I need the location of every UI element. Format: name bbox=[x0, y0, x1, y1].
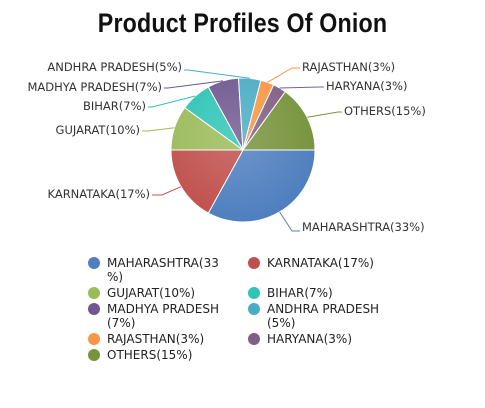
data-label-rajasthan: RAJASTHAN(3%) bbox=[302, 60, 395, 74]
leader-line-rajasthan bbox=[267, 67, 300, 83]
legend-marker bbox=[88, 257, 100, 269]
legend-item-others[interactable]: OTHERS(15%) bbox=[88, 348, 248, 362]
legend-label: ANDHRA PRADESH(5%) bbox=[267, 302, 380, 330]
legend-item-gujarat[interactable]: GUJARAT(10%) bbox=[88, 286, 248, 300]
legend-item-karnataka[interactable]: KARNATAKA(17%) bbox=[248, 256, 408, 284]
data-label-andhra-pradesh: ANDHRA PRADESH(5%) bbox=[47, 60, 182, 74]
legend-item-bihar[interactable]: BIHAR(7%) bbox=[248, 286, 408, 300]
leader-line-karnataka bbox=[152, 186, 182, 196]
data-label-bihar: BIHAR(7%) bbox=[83, 99, 146, 113]
data-label-madhya-pradesh: MADHYA PRADESH(7%) bbox=[27, 80, 162, 94]
leader-line-gujarat bbox=[142, 127, 175, 132]
leader-line-haryana bbox=[279, 86, 324, 89]
legend-label: BIHAR(7%) bbox=[267, 286, 333, 300]
legend-label: HARYANA(3%) bbox=[267, 332, 352, 346]
legend-label: KARNATAKA(17%) bbox=[267, 256, 374, 270]
legend-marker bbox=[248, 257, 260, 269]
legend-label: OTHERS(15%) bbox=[107, 348, 193, 362]
legend-item-haryana[interactable]: HARYANA(3%) bbox=[248, 332, 408, 346]
legend-marker bbox=[88, 349, 100, 361]
legend-item-rajasthan[interactable]: RAJASTHAN(3%) bbox=[88, 332, 248, 346]
data-label-maharashtra: MAHARASHTRA(33%) bbox=[302, 220, 425, 234]
legend-marker bbox=[88, 287, 100, 299]
legend-item-andhra-pradesh[interactable]: ANDHRA PRADESH(5%) bbox=[248, 302, 408, 330]
legend-marker bbox=[248, 303, 260, 315]
legend-item-maharashtra[interactable]: MAHARASHTRA(33 %) bbox=[88, 256, 248, 284]
leader-line-bihar bbox=[148, 95, 196, 108]
legend-label: MADHYA PRADESH(7%) bbox=[107, 302, 220, 330]
legend-marker bbox=[248, 333, 260, 345]
legend-label: RAJASTHAN(3%) bbox=[107, 332, 205, 346]
legend-label: MAHARASHTRA(33 %) bbox=[107, 256, 219, 284]
leader-line-maharashtra bbox=[279, 211, 300, 232]
chart-legend: MAHARASHTRA(33 %) KARNATAKA(17%) GUJARAT(1… bbox=[88, 256, 408, 362]
leader-line-andhra-pradesh bbox=[184, 69, 250, 79]
legend-marker bbox=[88, 303, 100, 315]
legend-item-madhya-pradesh[interactable]: MADHYA PRADESH(7%) bbox=[88, 302, 248, 330]
data-label-karnataka: KARNATAKA(17%) bbox=[47, 187, 150, 201]
leader-line-others bbox=[307, 111, 342, 118]
chart-title: Product Profiles Of Onion bbox=[97, 8, 388, 38]
data-label-others: OTHERS(15%) bbox=[344, 104, 426, 118]
data-label-haryana: HARYANA(3%) bbox=[326, 79, 407, 93]
legend-marker bbox=[248, 287, 260, 299]
legend-label: GUJARAT(10%) bbox=[107, 286, 196, 300]
data-label-gujarat: GUJARAT(10%) bbox=[56, 123, 140, 137]
legend-marker bbox=[88, 333, 100, 345]
leader-line-madhya-pradesh bbox=[164, 80, 223, 89]
